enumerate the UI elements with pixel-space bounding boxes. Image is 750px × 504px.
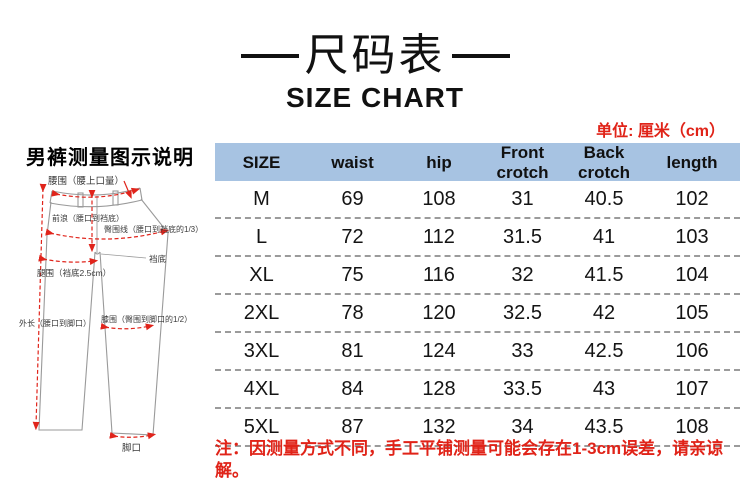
cell: 132 bbox=[422, 415, 456, 438]
page-title: 尺码表 bbox=[0, 31, 750, 80]
crotch-pointer-line bbox=[100, 253, 147, 259]
cell: 84 bbox=[341, 377, 364, 400]
cell: 33 bbox=[511, 339, 534, 362]
cell: 69 bbox=[341, 187, 364, 210]
cell: 32.5 bbox=[503, 301, 542, 324]
cell: 33.5 bbox=[503, 377, 542, 400]
col-header-waist: waist bbox=[331, 153, 374, 172]
cell: 31 bbox=[511, 187, 534, 210]
knee-arrow bbox=[100, 322, 155, 331]
thigh-arrow bbox=[38, 254, 99, 265]
cell: 2XL bbox=[243, 301, 280, 324]
col-header-front-crotch: Front crotch bbox=[496, 143, 549, 182]
size-table-header-row: SIZE waist hip Front crotch Back crotch … bbox=[215, 143, 740, 182]
table-row-3xl: 3XL 81 124 33 42.5 106 bbox=[215, 331, 740, 369]
cell: 42 bbox=[592, 301, 616, 324]
cell: 31.5 bbox=[503, 225, 542, 248]
cell: L bbox=[255, 225, 268, 248]
table-row-4xl: 4XL 84 128 33.5 43 107 bbox=[215, 369, 740, 407]
cell: 120 bbox=[422, 301, 456, 324]
page-title-zh: 尺码表 bbox=[304, 31, 446, 80]
cell: 40.5 bbox=[584, 187, 624, 210]
table-row-l: L 72 112 31.5 41 103 bbox=[215, 217, 740, 255]
label-outer-length: 外长（腰口到脚口） bbox=[19, 318, 91, 328]
leg-opening-arrow bbox=[109, 431, 157, 440]
page-title-en: SIZE CHART bbox=[286, 82, 464, 113]
cell: M bbox=[253, 187, 270, 210]
waist-pointer-arrow bbox=[123, 180, 132, 199]
label-front-rise: 前浪（腰口到裆底） bbox=[52, 213, 124, 223]
cell: 32 bbox=[511, 263, 534, 286]
cell: 3XL bbox=[243, 339, 280, 362]
cell: 41 bbox=[592, 225, 616, 248]
cell: 112 bbox=[423, 225, 455, 248]
label-waist: 腰围（腰上口量） bbox=[48, 175, 124, 187]
table-row-xl: XL 75 116 32 41.5 104 bbox=[215, 255, 740, 293]
measurement-note: 注：因测量方式不同，手工平铺测量可能会存在1-3cm误差，请亲谅解。 bbox=[215, 439, 724, 480]
cell: 43 bbox=[592, 377, 616, 400]
outer-length-arrow bbox=[32, 183, 47, 431]
col-header-length: length bbox=[666, 153, 718, 172]
cell: 107 bbox=[675, 377, 709, 400]
cell: 42.5 bbox=[584, 339, 624, 362]
cell: 81 bbox=[341, 339, 364, 362]
title-left-dash bbox=[240, 54, 299, 59]
cell: 78 bbox=[341, 301, 364, 324]
label-crotch: 裆底 bbox=[149, 254, 167, 264]
cell: 5XL bbox=[243, 415, 280, 438]
col-header-hip: hip bbox=[426, 153, 452, 172]
cell: 72 bbox=[341, 225, 364, 248]
cell: 75 bbox=[341, 263, 364, 286]
col-header-back-crotch: Back crotch bbox=[578, 143, 630, 182]
cell: 103 bbox=[675, 225, 709, 248]
table-bottom-border bbox=[215, 445, 740, 447]
table-row-2xl: 2XL 78 120 32.5 42 105 bbox=[215, 293, 740, 331]
cell: 43.5 bbox=[584, 415, 624, 438]
cell: 34 bbox=[511, 415, 534, 438]
table-row-m: M 69 108 31 40.5 102 bbox=[215, 181, 740, 217]
cell: 128 bbox=[422, 377, 456, 400]
pants-measurement-diagram: 腰围（腰上口量） 前浪（腰口到裆底） 臀围线（腰口到裆底的1/3） 裆底 腿围（… bbox=[19, 175, 203, 454]
label-knee: 膝围（臀围到脚口的1/2） bbox=[101, 314, 192, 324]
label-leg-opening: 脚口 bbox=[122, 443, 141, 454]
cell: 105 bbox=[675, 301, 709, 324]
label-thigh: 腿围（裆底2.5cm） bbox=[37, 268, 111, 278]
table-row-5xl: 5XL 87 132 34 43.5 108 bbox=[215, 407, 740, 445]
cell: 108 bbox=[422, 187, 456, 210]
size-table: SIZE waist hip Front crotch Back crotch … bbox=[215, 143, 740, 447]
diagram-title: 男裤测量图示说明 bbox=[26, 147, 194, 169]
cell: 108 bbox=[675, 415, 709, 438]
cell: 87 bbox=[341, 415, 364, 438]
cell: 104 bbox=[675, 263, 709, 286]
cell: 4XL bbox=[243, 377, 280, 400]
cell: 116 bbox=[423, 263, 455, 286]
cell: 102 bbox=[675, 187, 709, 210]
cell: 41.5 bbox=[584, 263, 624, 286]
cell: 124 bbox=[422, 339, 456, 362]
cell: XL bbox=[249, 263, 274, 286]
unit-label: 单位: 厘米（cm） bbox=[596, 123, 725, 140]
title-right-dash bbox=[451, 54, 510, 59]
cell: 106 bbox=[675, 339, 709, 362]
col-header-size: SIZE bbox=[242, 153, 281, 172]
label-hip-line: 臀围线（腰口到裆底的1/3） bbox=[104, 224, 203, 234]
